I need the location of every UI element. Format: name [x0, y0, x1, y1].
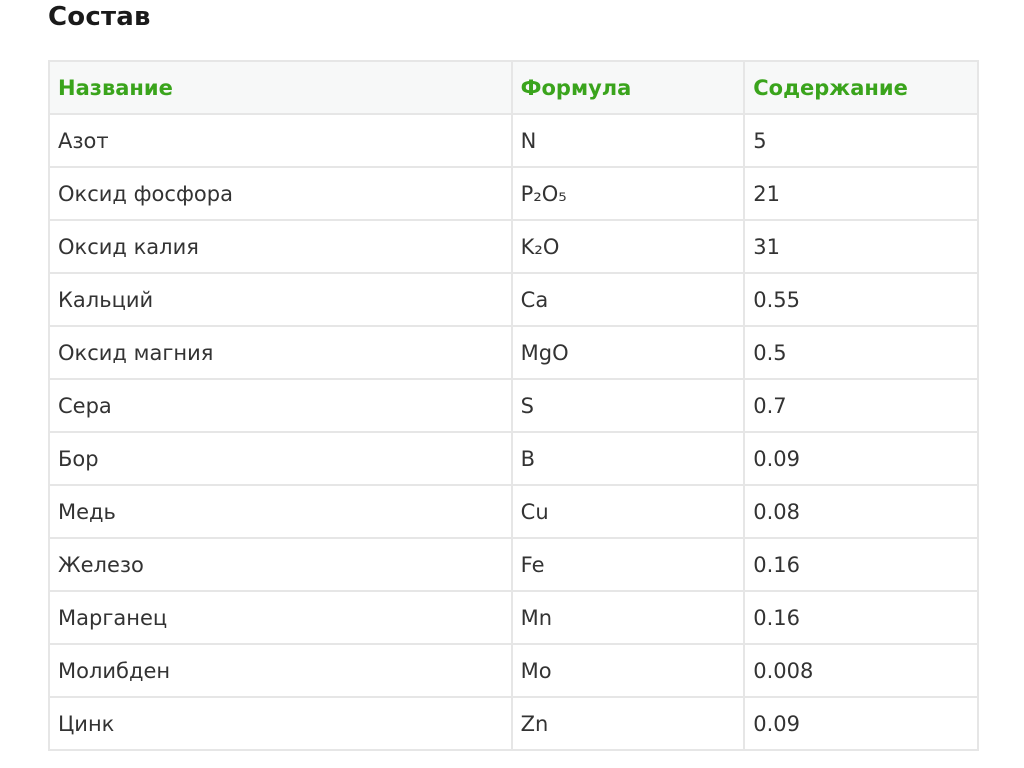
- cell-content: 0.16: [743, 537, 979, 592]
- cell-formula: Ca: [510, 272, 746, 327]
- table-row: Азот N 5: [48, 113, 979, 168]
- cell-content: 5: [743, 113, 979, 168]
- cell-formula: Fe: [510, 537, 746, 592]
- table-row: Медь Cu 0.08: [48, 484, 979, 539]
- header-formula: Формула: [510, 60, 746, 115]
- cell-formula: Zn: [510, 696, 746, 751]
- cell-name: Медь: [48, 484, 513, 539]
- cell-content: 0.5: [743, 325, 979, 380]
- table-row: Молибден Mo 0.008: [48, 643, 979, 698]
- cell-name: Оксид фосфора: [48, 166, 513, 221]
- cell-formula: N: [510, 113, 746, 168]
- composition-table: Название Формула Содержание Азот N 5 Оксид …: [48, 60, 979, 751]
- table-row: Бор B 0.09: [48, 431, 979, 486]
- cell-content: 0.09: [743, 431, 979, 486]
- cell-name: Кальций: [48, 272, 513, 327]
- cell-name: Марганец: [48, 590, 513, 645]
- cell-name: Сера: [48, 378, 513, 433]
- cell-content: 0.008: [743, 643, 979, 698]
- cell-content: 0.08: [743, 484, 979, 539]
- cell-formula: MgO: [510, 325, 746, 380]
- cell-formula: K₂O: [510, 219, 746, 274]
- section-title: Состав: [48, 2, 151, 32]
- cell-name: Молибден: [48, 643, 513, 698]
- cell-formula: Mo: [510, 643, 746, 698]
- table-row: Сера S 0.7: [48, 378, 979, 433]
- table-row: Оксид магния MgO 0.5: [48, 325, 979, 380]
- header-name: Название: [48, 60, 513, 115]
- table-row: Цинк Zn 0.09: [48, 696, 979, 751]
- cell-formula: B: [510, 431, 746, 486]
- table-header-row: Название Формула Содержание: [48, 60, 979, 115]
- cell-formula: P₂O₅: [510, 166, 746, 221]
- cell-content: 21: [743, 166, 979, 221]
- cell-name: Оксид калия: [48, 219, 513, 274]
- cell-name: Цинк: [48, 696, 513, 751]
- cell-formula: S: [510, 378, 746, 433]
- cell-content: 0.16: [743, 590, 979, 645]
- cell-content: 0.7: [743, 378, 979, 433]
- cell-name: Бор: [48, 431, 513, 486]
- cell-content: 0.55: [743, 272, 979, 327]
- table-row: Марганец Mn 0.16: [48, 590, 979, 645]
- cell-name: Железо: [48, 537, 513, 592]
- table-row: Оксид фосфора P₂O₅ 21: [48, 166, 979, 221]
- header-content: Содержание: [743, 60, 979, 115]
- table-row: Кальций Ca 0.55: [48, 272, 979, 327]
- cell-formula: Cu: [510, 484, 746, 539]
- cell-content: 0.09: [743, 696, 979, 751]
- cell-name: Оксид магния: [48, 325, 513, 380]
- cell-name: Азот: [48, 113, 513, 168]
- table-row: Железо Fe 0.16: [48, 537, 979, 592]
- table-row: Оксид калия K₂O 31: [48, 219, 979, 274]
- cell-formula: Mn: [510, 590, 746, 645]
- cell-content: 31: [743, 219, 979, 274]
